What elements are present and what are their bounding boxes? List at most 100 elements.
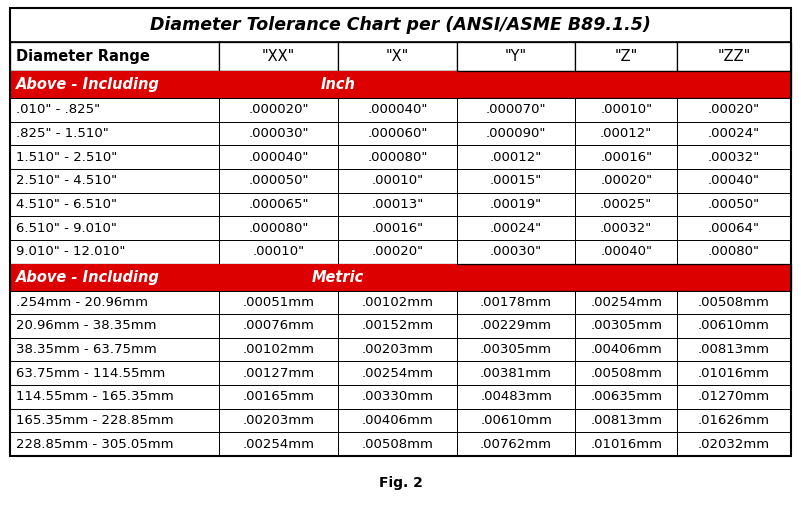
Bar [338, 385, 457, 409]
Text: .01270mm: .01270mm [698, 390, 770, 403]
Text: 4.510" - 6.510": 4.510" - 6.510" [16, 198, 117, 211]
Bar [10, 193, 219, 216]
Text: .00016": .00016" [600, 151, 652, 164]
Bar [677, 216, 791, 240]
Text: .254mm - 20.96mm: .254mm - 20.96mm [16, 296, 148, 309]
Text: .00024": .00024" [708, 127, 760, 140]
Text: .010" - .825": .010" - .825" [16, 103, 100, 117]
Text: .00032": .00032" [600, 222, 652, 235]
Bar [10, 98, 219, 122]
Bar [677, 290, 791, 314]
Bar [575, 361, 677, 385]
Bar [575, 193, 677, 216]
Bar [677, 122, 791, 145]
Bar [677, 432, 791, 456]
Bar [219, 240, 338, 264]
Text: Above - Including: Above - Including [16, 269, 160, 285]
Bar [10, 264, 219, 290]
Text: .00508mm: .00508mm [590, 367, 662, 380]
Text: .00012": .00012" [600, 127, 652, 140]
Text: .00019": .00019" [490, 198, 542, 211]
Bar [457, 290, 575, 314]
Bar [677, 193, 791, 216]
Text: .00165mm: .00165mm [243, 390, 315, 403]
Bar [219, 193, 338, 216]
Bar [457, 432, 575, 456]
Text: .00102mm: .00102mm [243, 343, 315, 356]
Text: .00030": .00030" [490, 245, 542, 258]
Bar [575, 216, 677, 240]
Bar [10, 290, 219, 314]
Bar [575, 432, 677, 456]
Bar [677, 169, 791, 193]
Text: "X": "X" [386, 49, 409, 64]
Text: .00406mm: .00406mm [590, 343, 662, 356]
Text: .00152mm: .00152mm [361, 319, 433, 333]
Text: .000090": .000090" [486, 127, 546, 140]
Bar [10, 169, 219, 193]
Text: .00076mm: .00076mm [243, 319, 315, 333]
Text: .00813mm: .00813mm [590, 414, 662, 427]
Text: .00010": .00010" [600, 103, 652, 117]
Bar [338, 98, 457, 122]
Bar [219, 432, 338, 456]
Text: .000080": .000080" [367, 151, 428, 164]
Text: .00032": .00032" [708, 151, 760, 164]
Bar [677, 314, 791, 338]
Bar [219, 122, 338, 145]
Text: .00305mm: .00305mm [590, 319, 662, 333]
Bar [219, 385, 338, 409]
Text: .00178mm: .00178mm [480, 296, 552, 309]
Bar [457, 361, 575, 385]
Text: .00483mm: .00483mm [480, 390, 552, 403]
Bar [575, 314, 677, 338]
Text: .000040": .000040" [367, 103, 428, 117]
Text: .00254mm: .00254mm [243, 438, 315, 451]
Text: 63.75mm - 114.55mm: 63.75mm - 114.55mm [16, 367, 165, 380]
Text: 9.010" - 12.010": 9.010" - 12.010" [16, 245, 126, 258]
Bar [219, 71, 457, 98]
Bar [219, 42, 338, 71]
Bar [10, 314, 219, 338]
Text: .00016": .00016" [372, 222, 424, 235]
Bar [677, 385, 791, 409]
Bar [338, 42, 457, 71]
Text: .000050": .000050" [248, 174, 309, 187]
Text: .000030": .000030" [248, 127, 309, 140]
Bar [219, 409, 338, 432]
Bar [575, 240, 677, 264]
Text: .01626mm: .01626mm [698, 414, 770, 427]
Bar [677, 409, 791, 432]
Text: .00127mm: .00127mm [243, 367, 315, 380]
Text: Above - Including: Above - Including [16, 77, 160, 92]
Text: .00762mm: .00762mm [480, 438, 552, 451]
Bar [10, 409, 219, 432]
Bar [338, 193, 457, 216]
Text: .00015": .00015" [490, 174, 542, 187]
Bar [338, 122, 457, 145]
Bar [338, 290, 457, 314]
Text: 1.510" - 2.510": 1.510" - 2.510" [16, 151, 117, 164]
Bar [677, 98, 791, 122]
Text: .00010": .00010" [372, 174, 424, 187]
Text: .00406mm: .00406mm [361, 414, 433, 427]
Text: .00012": .00012" [490, 151, 542, 164]
Text: .00040": .00040" [600, 245, 652, 258]
Text: .00050": .00050" [708, 198, 760, 211]
Text: Diameter Tolerance Chart per (ANSI/ASME B89.1.5): Diameter Tolerance Chart per (ANSI/ASME … [150, 16, 651, 34]
Bar [10, 145, 219, 169]
Bar [10, 71, 219, 98]
Bar [677, 361, 791, 385]
Text: .00254mm: .00254mm [590, 296, 662, 309]
Text: .01016mm: .01016mm [590, 438, 662, 451]
Bar [677, 42, 791, 71]
Bar [10, 385, 219, 409]
Text: Diameter Range: Diameter Range [16, 49, 150, 64]
Text: .00635mm: .00635mm [590, 390, 662, 403]
Text: Fig. 2: Fig. 2 [379, 476, 423, 490]
Text: .00080": .00080" [708, 245, 760, 258]
Bar [677, 338, 791, 361]
Bar [10, 8, 791, 456]
Text: .00020": .00020" [372, 245, 424, 258]
Text: .00381mm: .00381mm [480, 367, 552, 380]
